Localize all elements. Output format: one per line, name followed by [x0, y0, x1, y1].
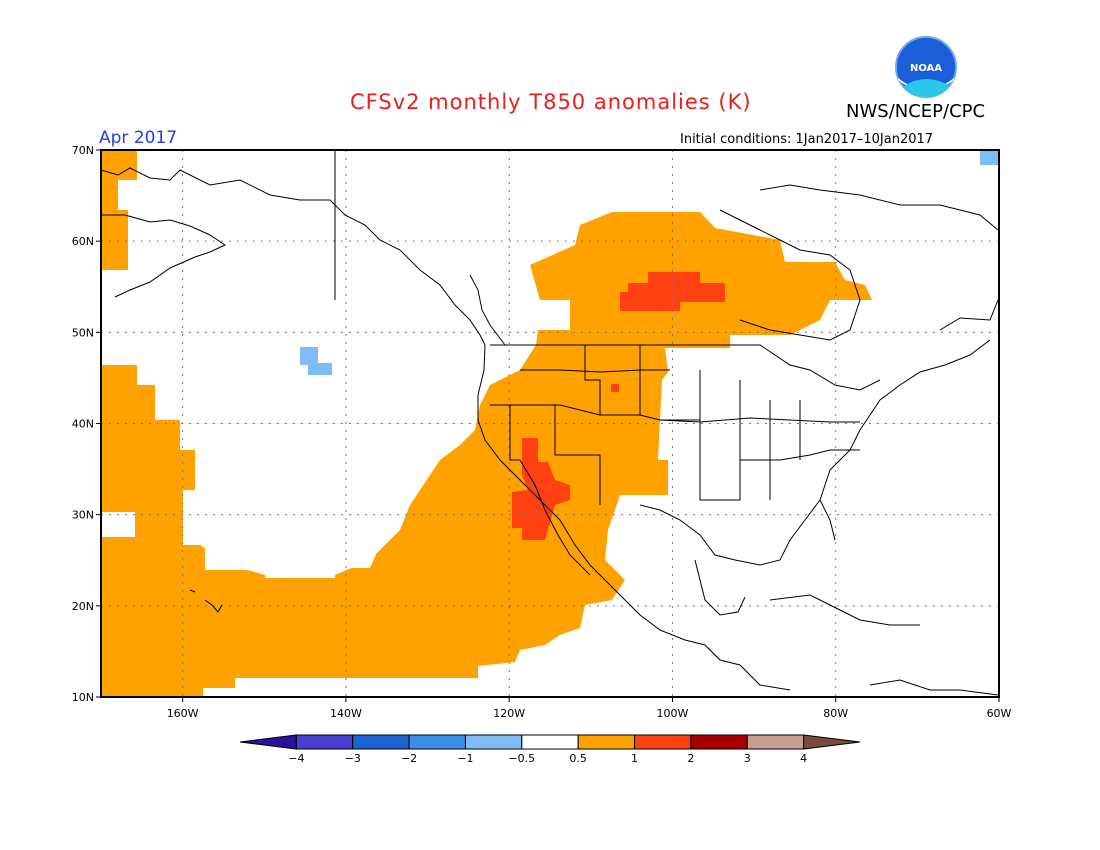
- map-title: CFSv2 monthly T850 anomalies (K): [350, 90, 752, 114]
- lon-tick-label: 160W: [167, 707, 199, 720]
- colorbar-label: −3: [345, 752, 361, 765]
- colorbar-swatch: [521, 734, 579, 750]
- colorbar-label: 0.5: [569, 752, 587, 765]
- colorbar-swatch: [295, 734, 354, 750]
- lat-tick-label: 70N: [72, 144, 94, 157]
- colorbar-swatch: [464, 734, 523, 750]
- longitude-labels: 160W 140W 120W 100W 80W 60W: [167, 697, 1012, 720]
- forecast-period: Apr 2017: [99, 128, 178, 148]
- lon-tick-label: 60W: [987, 707, 1012, 720]
- coastlines: [100, 150, 999, 696]
- lon-tick-label: 140W: [330, 707, 362, 720]
- colorbar-swatch: [746, 734, 805, 750]
- anomaly-shading-negative: [300, 150, 998, 375]
- colorbar-label: −1: [457, 752, 473, 765]
- lon-tick-label: 120W: [493, 707, 525, 720]
- map-grid: [101, 150, 999, 697]
- colorbar-labels: −4 −3 −2 −1 −0.5 0.5 1 2 3 4: [288, 752, 807, 765]
- initial-conditions-label: Initial conditions: 1Jan2017–10Jan2017: [680, 132, 934, 147]
- colorbar-label: 3: [744, 752, 751, 765]
- colorbar-swatch: [690, 734, 748, 750]
- noaa-logo-icon: NOAA: [895, 36, 957, 98]
- colorbar-label: 1: [631, 752, 638, 765]
- colorbar-label: −0.5: [508, 752, 535, 765]
- colorbar-swatch: [634, 734, 692, 750]
- lat-tick-label: 20N: [72, 600, 94, 613]
- colorbar-swatch: [408, 734, 466, 750]
- colorbar-swatch: [577, 734, 636, 750]
- anomaly-shading-positive: [101, 150, 872, 697]
- colorbar-swatch: [239, 734, 297, 750]
- colorbar-label: −4: [288, 752, 304, 765]
- logo-text: NOAA: [910, 63, 942, 74]
- lon-tick-label: 80W: [823, 707, 848, 720]
- lon-tick-label: 100W: [657, 707, 689, 720]
- lat-tick-label: 30N: [72, 509, 94, 522]
- near-zero-region: [101, 270, 430, 575]
- colorbar-swatch: [803, 734, 861, 750]
- agency-label: NWS/NCEP/CPC: [846, 101, 986, 122]
- lat-tick-label: 60N: [72, 235, 94, 248]
- colorbar-label: 2: [687, 752, 694, 765]
- colorbar-swatch: [352, 734, 410, 750]
- latitude-labels: 70N 60N 50N 40N 30N 20N 10N: [72, 144, 101, 704]
- lat-tick-label: 40N: [72, 418, 94, 431]
- colorbar: [239, 734, 861, 750]
- colorbar-label: 4: [800, 752, 807, 765]
- colorbar-label: −2: [401, 752, 417, 765]
- lat-tick-label: 10N: [72, 691, 94, 704]
- lat-tick-label: 50N: [72, 326, 94, 339]
